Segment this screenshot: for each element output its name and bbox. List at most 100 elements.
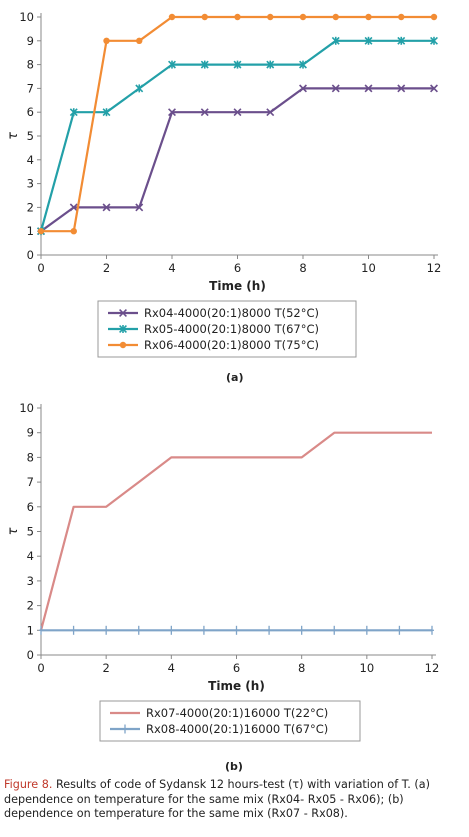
data-point <box>299 13 307 21</box>
data-point <box>364 84 373 93</box>
data-point <box>69 203 78 212</box>
series-2 <box>37 36 438 236</box>
y-tick-label: 3 <box>27 574 34 588</box>
y-axis-label: τ <box>6 527 21 535</box>
data-point <box>201 13 208 21</box>
panel-a-label: (a) <box>226 371 244 384</box>
data-point <box>200 108 209 117</box>
x-axis-label: Time (h) <box>208 679 265 693</box>
legend-box <box>97 300 357 358</box>
data-point <box>266 108 275 117</box>
legend-item: Rx07-4000(20:1)16000 T(22°C) <box>110 706 328 720</box>
data-point <box>168 108 176 117</box>
series-line <box>40 87 434 233</box>
data-point <box>135 203 144 212</box>
data-point <box>397 625 402 635</box>
legend-label: Rx06-4000(20:1)8000 T(75°C) <box>144 338 319 352</box>
y-tick-label: 2 <box>27 599 34 613</box>
data-point <box>233 108 242 117</box>
caption-text: Results of code of Sydansk 12 hours-test… <box>4 778 430 821</box>
x-tick-label: 2 <box>103 261 110 275</box>
series-1 <box>37 84 438 236</box>
y-tick-label: 5 <box>27 525 34 539</box>
data-point <box>233 60 242 69</box>
legend-marker <box>119 325 127 333</box>
data-point <box>168 13 176 21</box>
data-point <box>397 84 406 93</box>
data-point <box>169 625 174 635</box>
series-2 <box>39 625 434 635</box>
series-1 <box>39 431 432 631</box>
series-3 <box>37 13 438 235</box>
legend-marker <box>119 309 127 317</box>
data-point <box>364 36 373 45</box>
y-tick-label: 6 <box>27 500 34 514</box>
x-tick-label: 0 <box>37 261 44 275</box>
caption-label: Figure 8. <box>4 778 53 791</box>
legend: Rx04-4000(20:1)8000 T(52°C) Rx05-4000(20:… <box>97 300 357 358</box>
y-axis-label: τ <box>6 132 21 140</box>
y-tick-label: 1 <box>27 623 34 637</box>
y-tick-label: 3 <box>27 177 34 191</box>
x-tick-label: 10 <box>361 261 376 275</box>
x-tick-label: 6 <box>233 661 240 675</box>
data-point <box>104 625 109 635</box>
y-tick-label: 1 <box>27 224 34 238</box>
series-line <box>41 15 434 233</box>
data-point <box>267 13 274 21</box>
legend-item: Rx06-4000(20:1)8000 T(75°C) <box>108 338 319 352</box>
y-tick-label: 2 <box>27 200 34 214</box>
x-tick-label: 10 <box>360 661 375 675</box>
figure-caption: Figure 8. Results of code of Sydansk 12 … <box>4 778 466 822</box>
x-tick-label: 4 <box>168 261 175 275</box>
legend-item: Rx04-4000(20:1)8000 T(52°C) <box>108 306 319 320</box>
series-line <box>39 39 434 232</box>
x-tick-label: 6 <box>234 261 241 275</box>
data-point <box>398 13 405 21</box>
data-point <box>430 84 438 93</box>
series-line <box>39 431 432 631</box>
data-point <box>39 625 43 635</box>
data-point <box>331 36 340 45</box>
legend-marker <box>123 724 127 734</box>
y-tick-label: 5 <box>27 129 34 143</box>
y-tick-label: 0 <box>27 648 34 662</box>
legend-box <box>99 700 361 742</box>
data-point <box>364 625 369 635</box>
x-tick-label: 12 <box>425 661 440 675</box>
data-point <box>103 37 110 44</box>
legend: Rx07-4000(20:1)16000 T(22°C) Rx08-4000(20… <box>99 700 361 742</box>
y-tick-label: 6 <box>27 105 34 119</box>
legend-label: Rx04-4000(20:1)8000 T(52°C) <box>144 306 319 320</box>
data-point <box>332 625 337 635</box>
data-point <box>168 60 176 69</box>
x-axis-label: Time (h) <box>209 279 266 293</box>
data-point <box>430 625 434 635</box>
data-point <box>299 60 307 69</box>
y-tick-label: 7 <box>27 81 34 95</box>
data-point <box>267 625 272 635</box>
y-tick-label: 4 <box>27 153 34 167</box>
y-tick-label: 7 <box>27 475 34 489</box>
legend-item: Rx05-4000(20:1)8000 T(67°C) <box>108 322 319 336</box>
legend-label: Rx07-4000(20:1)16000 T(22°C) <box>146 706 328 720</box>
x-tick-label: 2 <box>103 661 110 675</box>
data-point <box>102 203 111 212</box>
y-tick-label: 10 <box>19 10 34 24</box>
data-point <box>332 13 339 21</box>
data-point <box>201 625 206 635</box>
y-tick-label: 9 <box>27 34 34 48</box>
legend-marker <box>119 341 127 349</box>
data-point <box>430 13 438 21</box>
data-point <box>136 37 143 44</box>
x-tick-label: 8 <box>298 661 305 675</box>
data-point <box>234 625 239 635</box>
data-point <box>200 60 209 69</box>
data-point <box>234 13 241 21</box>
x-tick-label: 8 <box>299 261 306 275</box>
y-tick-label: 0 <box>27 248 34 262</box>
data-point <box>71 625 76 635</box>
data-point <box>266 60 275 69</box>
